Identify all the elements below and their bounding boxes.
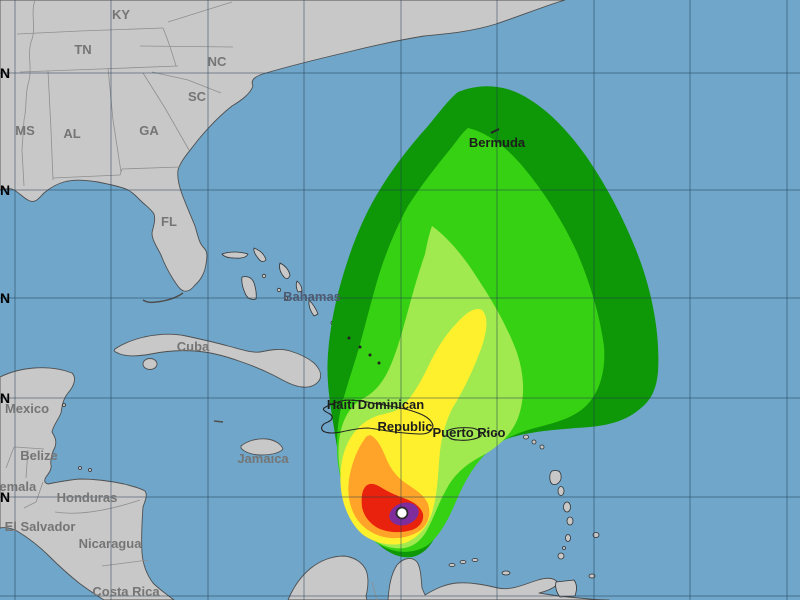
south-america-landmass (287, 555, 610, 600)
country-label-honduras: Honduras (57, 490, 118, 505)
country-label-puerto-rico: Puerto Rico (433, 425, 506, 440)
latitude-mark: N (0, 65, 10, 81)
island-label-bermuda: Bermuda (469, 135, 526, 150)
cuba-island (113, 333, 322, 388)
state-label-ga: GA (139, 123, 159, 138)
country-label-haiti: Haiti (327, 397, 355, 412)
state-label-fl: FL (161, 214, 177, 229)
country-label-bahamas: Bahamas (283, 289, 341, 304)
storm-center-marker (395, 506, 409, 520)
state-label-nc: NC (208, 54, 227, 69)
lesser-antilles-islands (62, 403, 600, 579)
latitude-marks: N N N N N (0, 65, 10, 505)
label-layer: KY TN NC SC GA AL MS FL Mexico Belize Gu… (0, 7, 526, 599)
latitude-mark: N (0, 390, 10, 406)
state-label-sc: SC (188, 89, 207, 104)
country-label-costa-rica: Costa Rica (92, 584, 160, 599)
state-label-ms: MS (15, 123, 35, 138)
country-label-belize: Belize (20, 448, 58, 463)
isle-of-youth-island (142, 358, 158, 370)
political-borders (5, 0, 378, 600)
latitude-mark: N (0, 290, 10, 306)
bermuda-island (490, 128, 500, 134)
country-label-dominican-1: Dominican (358, 397, 425, 412)
puerto-rico-outline (446, 427, 482, 441)
country-label-el-salvador: El Salvador (5, 519, 76, 534)
country-label-guatemala: Guatemala (0, 479, 37, 494)
islands-over-swath (142, 128, 500, 441)
country-label-jamaica: Jamaica (237, 451, 289, 466)
latitude-mark: N (0, 182, 10, 198)
cayman-islands (213, 420, 224, 423)
wind-probability-swath (327, 86, 659, 558)
state-label-ky: KY (112, 7, 130, 22)
country-label-nicaragua: Nicaragua (79, 536, 143, 551)
jamaica-island (240, 438, 284, 456)
trinidad-island (555, 579, 577, 598)
state-label-tn: TN (74, 42, 91, 57)
florida-keys (142, 292, 184, 304)
country-label-cuba: Cuba (177, 339, 210, 354)
central-america-landmass (0, 367, 175, 600)
turks-and-caicos-dots (347, 336, 498, 436)
hispaniola-outline (321, 399, 434, 435)
country-label-dominican-2: Republic (378, 419, 433, 434)
state-label-al: AL (63, 126, 80, 141)
country-label-mexico: Mexico (5, 401, 49, 416)
latitude-mark: N (0, 489, 10, 505)
